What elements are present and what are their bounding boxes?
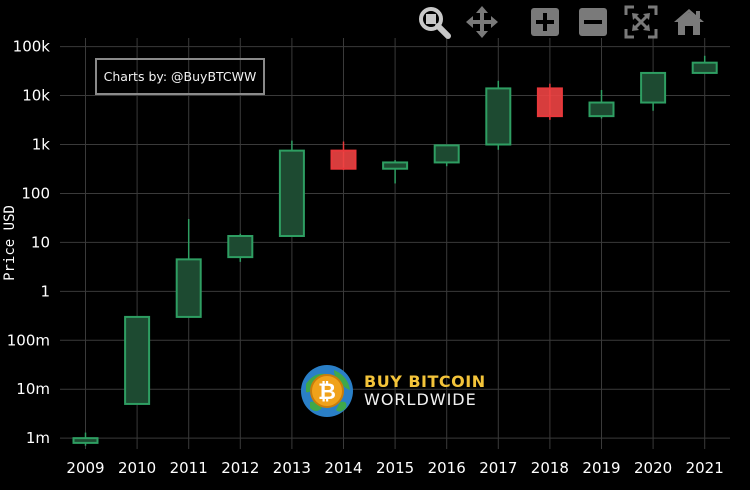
x-tick-label: 2014	[324, 459, 362, 477]
candle-body	[278, 149, 305, 238]
candle	[227, 233, 254, 262]
bitcoin-symbol: ₿	[318, 380, 336, 405]
candle-body	[536, 87, 563, 118]
candle-body	[227, 235, 254, 259]
y-tick-label: 100	[21, 184, 50, 202]
candle-body	[588, 101, 615, 118]
y-tick-label: 10	[31, 233, 50, 251]
logo-text-worldwide: WORLDWIDE	[364, 390, 477, 409]
candle	[72, 432, 99, 446]
candle-body	[72, 437, 99, 444]
y-tick-label: 10k	[22, 87, 50, 105]
candle	[485, 80, 512, 150]
candle	[124, 315, 151, 405]
candle-body	[175, 258, 202, 318]
x-tick-label: 2018	[531, 459, 569, 477]
x-tick-label: 2012	[221, 459, 259, 477]
logo-text-buy-bitcoin: BUY BITCOIN	[364, 372, 486, 391]
x-tick-label: 2020	[634, 459, 672, 477]
chart-toolbar	[414, 4, 714, 44]
x-axis-ticks: 2009 2010 2011 2012 2013 2014 2015 2016 2017 2018…	[66, 459, 723, 477]
candle-body	[124, 315, 151, 405]
x-tick-label: 2017	[479, 459, 517, 477]
x-tick-label: 2009	[66, 459, 104, 477]
y-tick-label: 1m	[26, 429, 50, 447]
candle-body	[330, 149, 357, 170]
candle	[433, 144, 460, 167]
y-tick-label: 1k	[32, 135, 51, 153]
chart-credit: Charts by: @BuyBTCWW	[95, 58, 265, 95]
x-tick-label: 2015	[376, 459, 414, 477]
pan-icon[interactable]	[464, 4, 500, 40]
x-tick-label: 2016	[428, 459, 466, 477]
candle	[278, 140, 305, 238]
zoom-out-icon[interactable]	[575, 4, 611, 40]
candle	[691, 55, 718, 74]
candle	[640, 71, 667, 111]
x-tick-label: 2019	[582, 459, 620, 477]
x-tick-label: 2010	[118, 459, 156, 477]
zoom-icon[interactable]	[416, 4, 452, 40]
candle	[382, 160, 409, 184]
candle	[330, 141, 357, 171]
x-tick-label: 2011	[170, 459, 208, 477]
candle-body	[485, 87, 512, 146]
x-tick-label: 2021	[686, 459, 724, 477]
bitcoin-globe-icon: ₿	[301, 365, 353, 417]
reset-axes-icon[interactable]	[671, 4, 707, 40]
y-axis-ticks: 1m 10m 100m 1 10 100 1k 10k 100k	[7, 38, 51, 448]
candle-body	[640, 71, 667, 104]
y-tick-label: 10m	[16, 380, 50, 398]
y-axis-label: Price USD	[2, 205, 18, 281]
candle	[588, 89, 615, 119]
candle-body	[382, 161, 409, 170]
y-tick-label: 100k	[13, 38, 51, 56]
candles	[72, 55, 718, 446]
autoscale-icon[interactable]	[623, 4, 659, 40]
candle-body	[433, 144, 460, 164]
candle	[536, 83, 563, 120]
chart-credit-text: Charts by: @BuyBTCWW	[103, 69, 257, 84]
candle	[175, 219, 202, 318]
candle-body	[691, 61, 718, 74]
zoom-in-icon[interactable]	[527, 4, 563, 40]
y-tick-label: 1	[40, 282, 50, 300]
watermark-logo: ₿ BUY BITCOIN WORLDWIDE	[300, 364, 500, 418]
x-tick-label: 2013	[273, 459, 311, 477]
y-tick-label: 100m	[7, 331, 50, 349]
